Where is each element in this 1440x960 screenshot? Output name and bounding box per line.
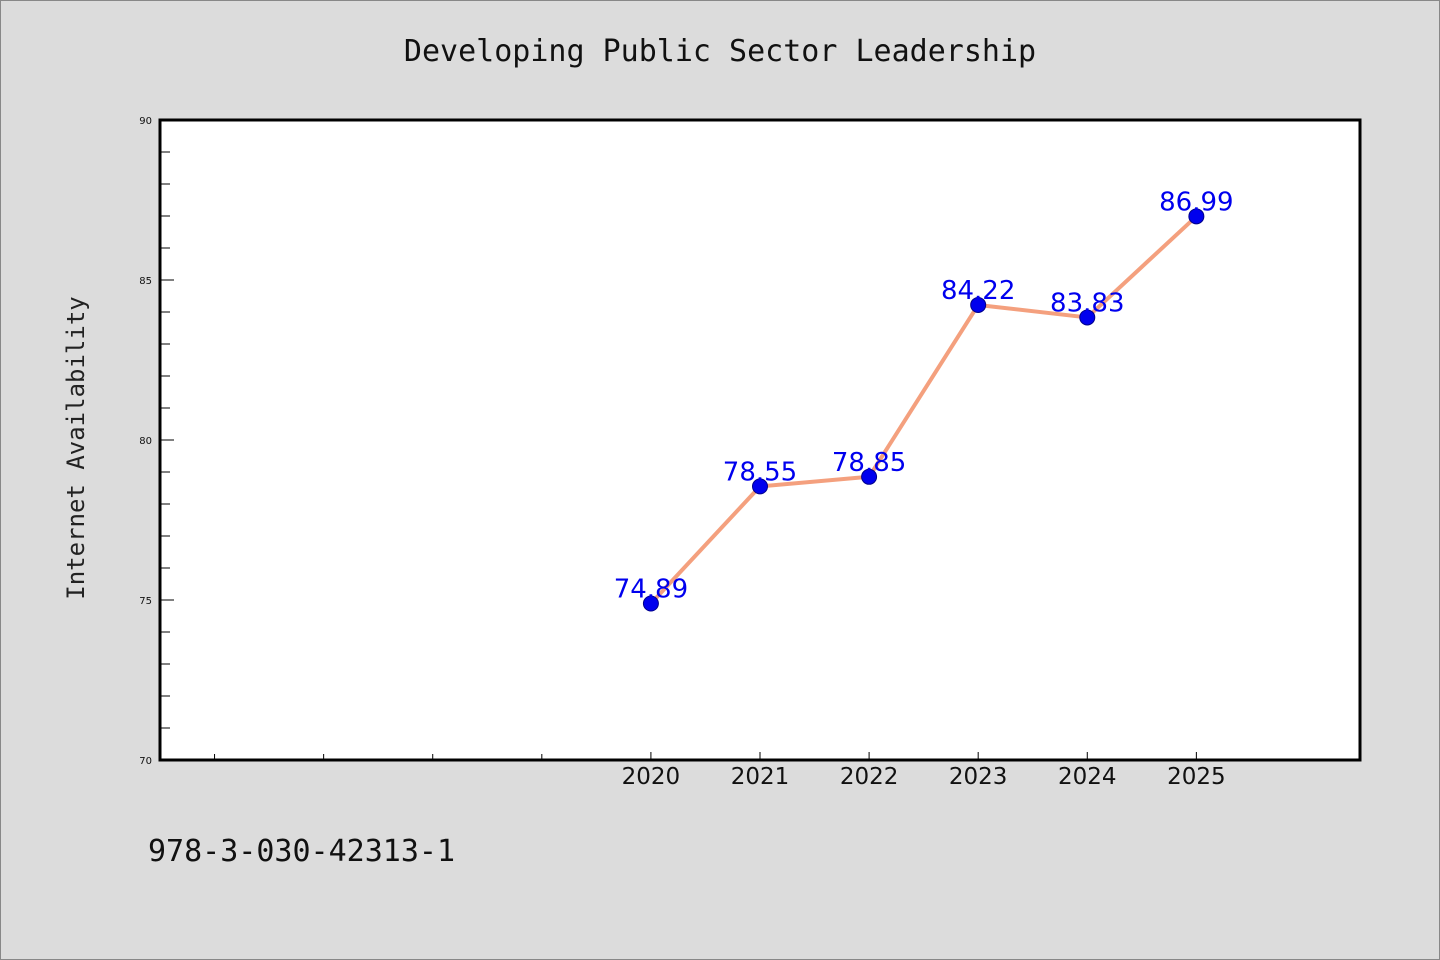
x-tick-label: 2025	[1167, 764, 1226, 790]
data-label: 78.85	[832, 448, 906, 478]
data-label: 86.99	[1159, 187, 1233, 217]
plot-area	[160, 120, 1360, 760]
series-line	[649, 214, 1198, 605]
y-tick-label: 75	[139, 596, 152, 607]
plot-border	[158, 118, 1362, 762]
data-label: 84.22	[941, 276, 1015, 306]
data-point	[1079, 309, 1096, 326]
x-tick-label: 2021	[731, 764, 790, 790]
data-label: 83.83	[1050, 288, 1124, 318]
y-tick-label: 90	[139, 116, 152, 127]
x-tick-label: 2022	[840, 764, 899, 790]
data-point	[642, 595, 659, 612]
data-label: 78.55	[723, 457, 797, 487]
isbn-text: 978-3-030-42313-1	[148, 834, 456, 869]
x-tick-label: 2020	[622, 764, 681, 790]
y-tick-label: 85	[139, 276, 152, 287]
y-tick-label: 70	[139, 756, 152, 767]
x-tick-label: 2023	[949, 764, 1008, 790]
data-point	[752, 478, 768, 495]
data-label: 74.89	[614, 575, 688, 605]
chart-title: Developing Public Sector Leadership	[403, 34, 1037, 69]
x-tick-label: 2024	[1058, 764, 1117, 790]
data-point	[1188, 208, 1205, 225]
data-point	[861, 468, 878, 485]
data-point	[970, 296, 987, 313]
y-tick-label: 80	[139, 436, 152, 447]
